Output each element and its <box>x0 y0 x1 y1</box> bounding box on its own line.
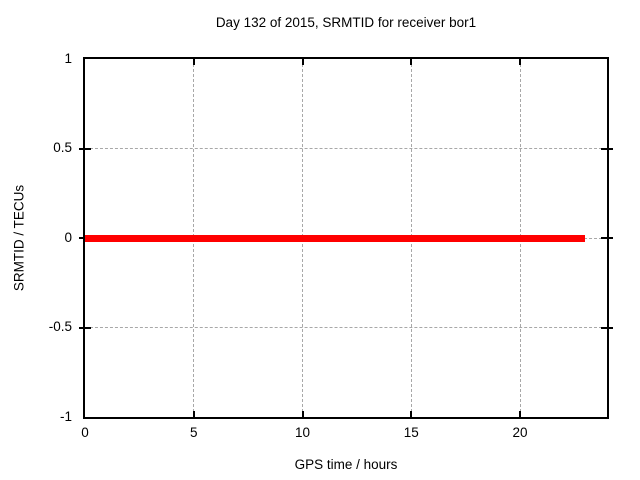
y-tick-label: 0.5 <box>53 140 72 155</box>
y-tick-mark <box>79 147 91 150</box>
x-tick-mark <box>519 59 521 65</box>
y-tick-label: 0 <box>64 229 72 245</box>
x-tick-label: 10 <box>294 425 311 440</box>
x-tick-mark <box>192 59 195 65</box>
series-line-srmtid <box>85 234 586 242</box>
x-tick-mark <box>301 411 304 417</box>
x-tick-label: 15 <box>403 425 419 440</box>
x-tick-mark <box>519 411 521 417</box>
x-tick-mark <box>301 59 304 65</box>
chart-title: Day 132 of 2015, SRMTID for receiver bor… <box>215 15 477 30</box>
y-tick-mark <box>601 326 613 329</box>
x-tick-mark <box>192 411 195 417</box>
plot-area <box>79 57 613 419</box>
y-gridline <box>85 148 607 149</box>
x-tick-mark <box>410 59 413 65</box>
y-tick-label: -1 <box>59 408 72 424</box>
x-tick-label: 0 <box>81 425 89 440</box>
y-tick-mark <box>79 326 91 329</box>
x-tick-mark <box>410 411 413 417</box>
y-gridline <box>85 327 607 328</box>
x-tick-label: 20 <box>512 425 528 440</box>
x-axis-label: GPS time / hours <box>294 457 398 472</box>
x-tick-label: 5 <box>189 425 198 440</box>
y-tick-mark <box>601 147 613 150</box>
y-tick-label: 1 <box>64 50 72 66</box>
y-tick-mark <box>601 237 613 239</box>
y-tick-label: -0.5 <box>48 319 72 334</box>
